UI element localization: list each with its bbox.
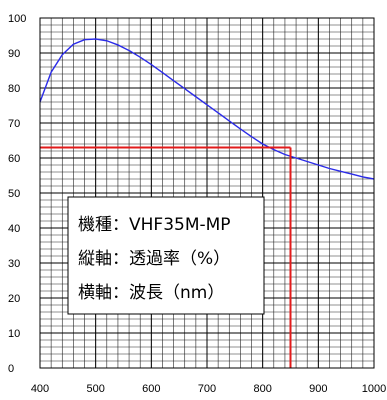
x-tick-label: 700 [198,383,216,395]
y-tick-label: 90 [8,48,20,60]
x-tick-label: 400 [31,383,49,395]
y-tick-label: 70 [8,118,20,130]
y-tick-label: 0 [8,363,14,375]
y-tick-label: 40 [8,223,20,235]
y-tick-labels: 0 10 20 30 40 50 60 70 80 90 100 [8,13,26,375]
legend-line-model: 機種：VHF35M-MP [78,215,231,235]
x-tick-label: 600 [142,383,160,395]
legend-line-y-axis: 縦軸：透過率（%） [78,249,230,269]
y-tick-label: 10 [8,328,20,340]
legend-line-x-axis: 横軸：波長（nm） [78,283,224,303]
y-tick-label: 100 [8,13,26,25]
x-tick-label: 500 [86,383,104,395]
x-tick-label: 900 [309,383,327,395]
x-tick-label: 1000 [362,383,386,395]
y-tick-label: 20 [8,293,20,305]
y-tick-label: 30 [8,258,20,270]
x-tick-labels: 400 500 600 700 800 900 1000 [31,383,386,395]
y-tick-label: 80 [8,83,20,95]
y-tick-label: 60 [8,153,20,165]
x-tick-label: 800 [253,383,271,395]
grid-major [40,18,374,368]
legend-box: 機種：VHF35M-MP 縦軸：透過率（%） 横軸：波長（nm） [68,197,264,314]
y-tick-label: 50 [8,188,20,200]
